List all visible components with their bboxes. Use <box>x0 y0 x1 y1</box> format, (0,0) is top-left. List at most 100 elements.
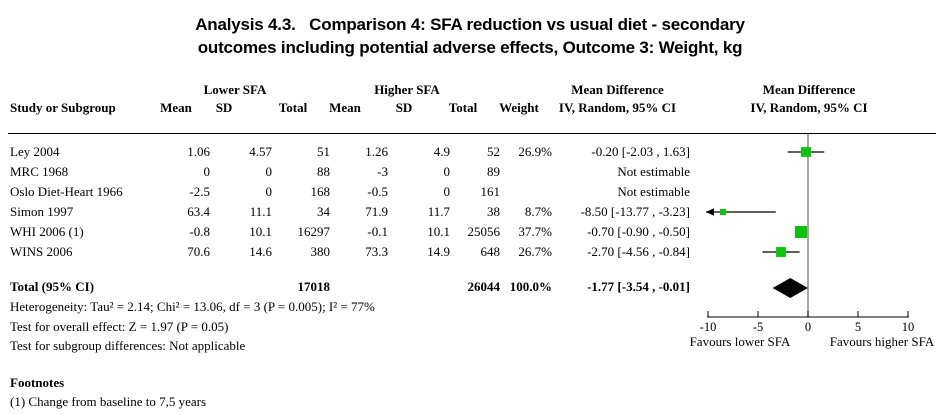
table-row: WINS 2006 70.6 14.6 380 73.3 14.9 648 26… <box>0 242 700 262</box>
effect-header-plot-column: Mean Difference <box>762 82 856 97</box>
ci-clip-arrow <box>706 208 714 216</box>
total-higher: 38 <box>487 204 500 219</box>
ci-text: Not estimable <box>617 184 690 199</box>
col-header-total-lower: Total <box>278 100 308 115</box>
table-row: MRC 1968 0 0 88 -3 0 89 Not estimable <box>0 162 700 182</box>
study-label: WHI 2006 (1) <box>10 224 84 239</box>
col-header-total-higher: Total <box>448 100 478 115</box>
total-lower: 168 <box>310 184 331 199</box>
table-column-header-row: Study or Subgroup Mean SD Total Mean SD … <box>0 98 868 118</box>
axis-tick-label: 10 <box>901 320 915 334</box>
analysis-title-line2: outcomes including potential adverse eff… <box>197 38 743 57</box>
mean-higher: 71.9 <box>365 204 388 219</box>
weight-value: 26.9% <box>518 144 552 159</box>
total-higher-n: 26044 <box>467 279 501 294</box>
sd-higher: 14.9 <box>427 244 450 259</box>
ci-text: -2.70 [-4.56 , -0.84] <box>587 244 690 259</box>
axis-tick-label: -5 <box>752 320 764 334</box>
sd-lower: 11.1 <box>249 204 272 219</box>
total-diamond <box>772 278 808 298</box>
col-header-mean-higher: Mean <box>329 100 361 115</box>
col-header-sd-lower: SD <box>215 100 233 115</box>
footnote-item: (1) Change from baseline to 7,5 years <box>10 394 207 409</box>
mean-lower: 70.6 <box>187 244 210 259</box>
sd-lower: 14.6 <box>249 244 272 259</box>
mean-lower: 1.06 <box>187 144 210 159</box>
total-higher: 89 <box>487 164 500 179</box>
col-header-sd-higher: SD <box>395 100 413 115</box>
ci-text: -0.20 [-2.03 , 1.63] <box>591 144 690 159</box>
table-row: Simon 1997 63.4 11.1 34 71.9 11.7 38 8.7… <box>0 202 700 222</box>
total-ci-text: -1.77 [-3.54 , -0.01] <box>587 279 690 294</box>
weight-value: 37.7% <box>518 224 552 239</box>
total-lower-n: 17018 <box>297 279 331 294</box>
mean-lower: -2.5 <box>189 184 210 199</box>
effect-header-text-column: Mean Difference <box>571 82 664 97</box>
weight-value <box>492 182 552 202</box>
sd-higher: 4.9 <box>433 144 450 159</box>
mean-lower: 0 <box>203 164 211 179</box>
total-weight: 100.0% <box>509 279 552 294</box>
table-row: Oslo Diet-Heart 1966 -2.5 0 168 -0.5 0 1… <box>0 182 700 202</box>
weight-value: 26.7% <box>518 244 552 259</box>
sd-higher: 10.1 <box>427 224 450 239</box>
footnotes-heading: Footnotes <box>10 375 65 390</box>
table-row: Ley 2004 1.06 4.57 51 1.26 4.9 52 26.9% … <box>0 142 700 162</box>
sd-higher: 11.7 <box>427 204 450 219</box>
axis-tick-label: 5 <box>854 320 862 334</box>
study-label: MRC 1968 <box>10 164 69 179</box>
subgroup-differences-stat: Test for subgroup differences: Not appli… <box>10 338 246 353</box>
weight-value <box>492 162 552 182</box>
sd-lower: 0 <box>265 164 273 179</box>
ci-text: -0.70 [-0.90 , -0.50] <box>587 224 690 239</box>
analysis-title: Analysis 4.3. Comparison 4: SFA reductio… <box>0 13 940 59</box>
axis-tick-label: 0 <box>804 320 812 334</box>
total-higher: 52 <box>487 144 500 159</box>
col-header-method-plot: IV, Random, 95% CI <box>750 100 868 115</box>
total-label: Total (95% CI) <box>10 279 95 294</box>
mean-higher: -0.5 <box>367 184 388 199</box>
sd-higher: 0 <box>443 164 451 179</box>
sd-lower: 4.57 <box>249 144 272 159</box>
favours-left-label: Favours lower SFA <box>689 334 791 349</box>
col-header-weight: Weight <box>499 100 539 115</box>
effect-estimate-square <box>776 247 786 257</box>
header-divider-rule <box>8 133 936 134</box>
total-higher: 25056 <box>467 224 501 239</box>
table-row: WHI 2006 (1) -0.8 10.1 16297 -0.1 10.1 2… <box>0 222 700 242</box>
mean-higher: -3 <box>377 164 388 179</box>
sd-lower: 10.1 <box>249 224 272 239</box>
favours-right-label: Favours higher SFA <box>829 334 935 349</box>
total-lower: 34 <box>317 204 330 219</box>
mean-lower: 63.4 <box>187 204 210 219</box>
mean-higher: 1.26 <box>365 144 388 159</box>
col-header-study: Study or Subgroup <box>10 100 116 115</box>
axis-tick-label: -10 <box>699 320 717 334</box>
total-lower: 51 <box>317 144 330 159</box>
group-header-higher-sfa: Higher SFA <box>374 82 440 97</box>
overall-effect-stat: Test for overall effect: Z = 1.97 (P = 0… <box>10 319 229 334</box>
total-higher: 648 <box>480 244 501 259</box>
total-row: Total (95% CI) 17018 26044 100.0% -1.77 … <box>0 277 700 297</box>
sd-lower: 0 <box>265 184 273 199</box>
study-label: Ley 2004 <box>10 144 60 159</box>
study-label: Simon 1997 <box>10 204 74 219</box>
effect-estimate-square <box>719 208 727 216</box>
analysis-title-line1: Analysis 4.3. Comparison 4: SFA reductio… <box>195 15 745 34</box>
col-header-method-text: IV, Random, 95% CI <box>558 100 677 115</box>
heterogeneity-stat: Heterogeneity: Tau² = 2.14; Chi² = 13.06… <box>10 299 375 314</box>
weight-value: 8.7% <box>524 204 552 219</box>
total-lower: 16297 <box>297 224 331 239</box>
ci-text: -8.50 [-13.77 , -3.23] <box>580 204 690 219</box>
total-higher: 161 <box>480 184 501 199</box>
effect-estimate-square <box>801 147 811 157</box>
mean-higher: -0.1 <box>367 224 388 239</box>
mean-lower: -0.8 <box>189 224 210 239</box>
mean-higher: 73.3 <box>365 244 388 259</box>
study-label: WINS 2006 <box>10 244 73 259</box>
table-group-header-row: Lower SFA Higher SFA Mean Difference Mea… <box>0 80 856 100</box>
study-label: Oslo Diet-Heart 1966 <box>10 184 123 199</box>
total-lower: 380 <box>310 244 331 259</box>
group-header-lower-sfa: Lower SFA <box>203 82 267 97</box>
